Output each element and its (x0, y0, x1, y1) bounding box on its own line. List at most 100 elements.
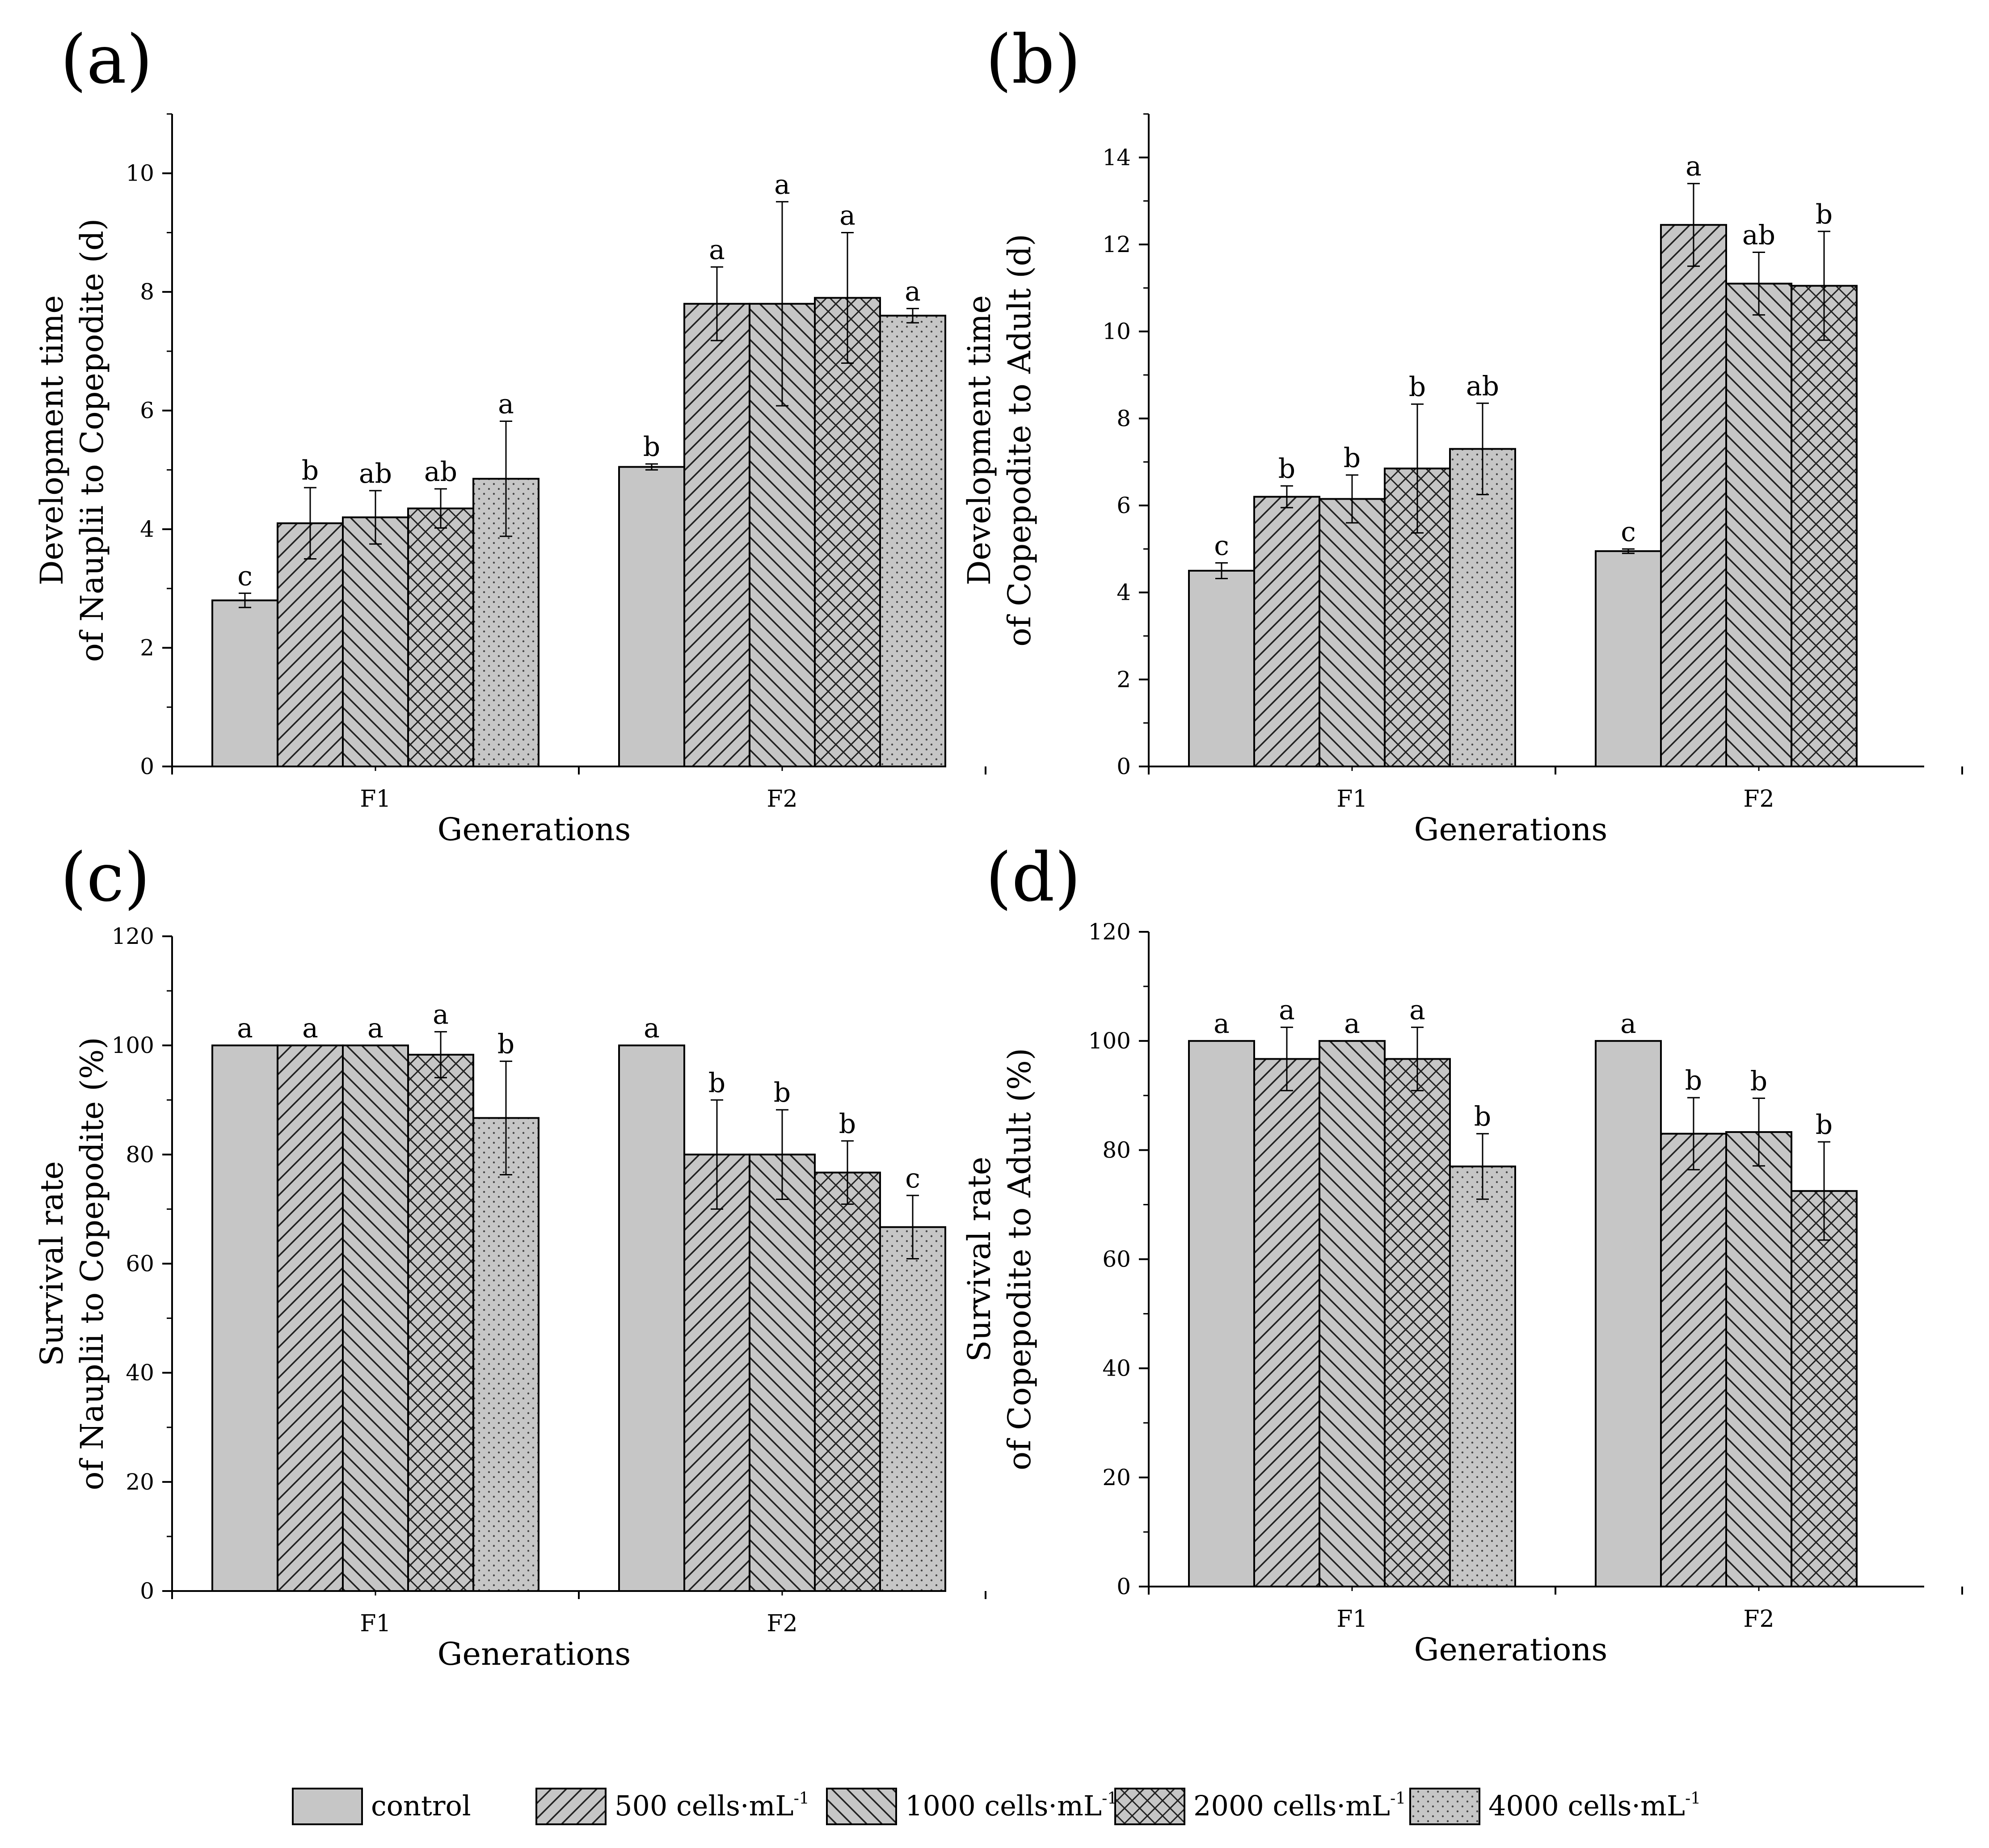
y-tick-label: 12 (1102, 232, 1131, 257)
bar (277, 1044, 344, 1592)
y-tick-label: 4 (1117, 580, 1131, 606)
bar (879, 1226, 946, 1592)
significance-label: a (1344, 1008, 1360, 1040)
legend-swatch (1409, 1788, 1480, 1825)
y-tick-label: 20 (1102, 1465, 1131, 1490)
bar (211, 1044, 278, 1592)
bar (879, 315, 946, 767)
x-tick-label: F2 (1743, 786, 1774, 812)
y-tick-label: 60 (126, 1251, 154, 1277)
significance-label: c (905, 1163, 920, 1194)
bar (618, 466, 685, 767)
legend-item-control: control (292, 1788, 471, 1825)
bar (1319, 1040, 1386, 1588)
significance-label: a (709, 234, 725, 265)
bar (1253, 496, 1320, 767)
x-tick-label: F1 (1336, 1606, 1367, 1633)
bar (407, 507, 474, 767)
significance-label: ab (1466, 370, 1499, 402)
legend-label: 2000 cells·mL-1 (1193, 1789, 1406, 1822)
bar (1188, 1040, 1255, 1588)
bar (814, 1171, 881, 1592)
y-tick-label: 0 (1117, 1574, 1131, 1600)
y-tick-label: 6 (140, 398, 154, 424)
y-tick-label: 120 (1088, 919, 1131, 945)
significance-label: a (1279, 995, 1295, 1026)
x-tick-label: F1 (1336, 786, 1367, 812)
significance-label: b (497, 1029, 514, 1060)
panel-letter: (d) (986, 839, 1081, 917)
significance-label: b (1750, 1065, 1767, 1097)
significance-label: a (498, 389, 514, 420)
significance-label: b (839, 1108, 856, 1140)
bar (1660, 224, 1727, 768)
bar (342, 516, 409, 767)
significance-label: c (237, 560, 253, 592)
y-tick-label: 2 (1117, 666, 1131, 692)
legend-swatch (826, 1788, 897, 1825)
x-tick-label: F2 (1743, 1606, 1774, 1633)
x-tick-label: F2 (767, 786, 797, 812)
y-tick-label: 10 (1102, 319, 1131, 345)
legend-item-c500: 500 cells·mL-1 (535, 1788, 809, 1825)
legend-label: 500 cells·mL-1 (615, 1789, 809, 1822)
bar (1725, 1131, 1792, 1588)
significance-label: b (643, 431, 660, 463)
x-tick-label: F1 (360, 786, 391, 812)
y-tick-label: 100 (1088, 1028, 1131, 1054)
legend-swatch (1114, 1788, 1185, 1825)
x-axis-title: Generations (1414, 811, 1608, 848)
significance-label: a (1620, 1008, 1636, 1040)
y-tick-label: 8 (140, 279, 154, 305)
significance-label: ab (359, 458, 392, 489)
legend-swatch (535, 1788, 607, 1825)
bar (1253, 1058, 1320, 1587)
y-tick-label: 80 (126, 1141, 154, 1167)
y-tick-label: 120 (112, 923, 154, 949)
y-axis-title: Development time of Copepodite to Adult (… (961, 234, 1038, 646)
significance-label: a (1214, 1008, 1230, 1040)
y-tick-label: 100 (112, 1032, 154, 1058)
x-axis-title: Generations (1414, 1631, 1608, 1668)
significance-label: a (367, 1013, 383, 1044)
y-tick-label: 0 (1117, 754, 1131, 779)
legend-label: control (371, 1789, 471, 1822)
y-tick-label: 6 (1117, 493, 1131, 518)
panel-letter: (b) (986, 21, 1081, 99)
significance-label: b (1474, 1101, 1491, 1132)
significance-label: b (1685, 1065, 1702, 1096)
bar (407, 1053, 474, 1592)
chart-panel-a: (a) c b b a ab a ab a a a 0 2 4 6 8 10 F1 F2 Generations Dev… (34, 21, 986, 848)
y-axis-title: Development time of Nauplii to Copepodite… (34, 219, 110, 662)
y-tick-label: 20 (126, 1469, 154, 1495)
significance-label: a (1686, 151, 1702, 182)
significance-label: ab (1742, 220, 1775, 251)
y-tick-label: 80 (1102, 1137, 1131, 1163)
bar (618, 1044, 685, 1592)
significance-label: a (774, 169, 790, 200)
bar (342, 1044, 409, 1592)
bar (1725, 282, 1792, 767)
significance-label: a (905, 276, 921, 307)
bar (1319, 498, 1386, 767)
significance-label: a (302, 1013, 318, 1044)
legend-item-c1000: 1000 cells·mL-1 (826, 1788, 1117, 1825)
bar (1791, 285, 1858, 767)
bar (683, 1153, 750, 1592)
panel-letter: (c) (60, 839, 150, 917)
y-axis-title: Survival rate of Copepodite to Adult (%) (961, 1048, 1038, 1470)
bar (1449, 448, 1516, 767)
chart-legend: control 500 cells·mL-1 1000 cells·mL-1 2000… (292, 1788, 1701, 1825)
significance-label: a (839, 200, 855, 231)
legend-item-c4000: 4000 cells·mL-1 (1409, 1788, 1701, 1825)
bar (1188, 570, 1255, 767)
bar (814, 297, 881, 767)
legend-swatch (292, 1788, 363, 1825)
significance-label: b (774, 1077, 791, 1108)
significance-label: b (1816, 1109, 1833, 1141)
significance-label: a (237, 1013, 253, 1044)
x-tick-label: F2 (767, 1610, 797, 1637)
y-tick-label: 14 (1102, 144, 1131, 170)
